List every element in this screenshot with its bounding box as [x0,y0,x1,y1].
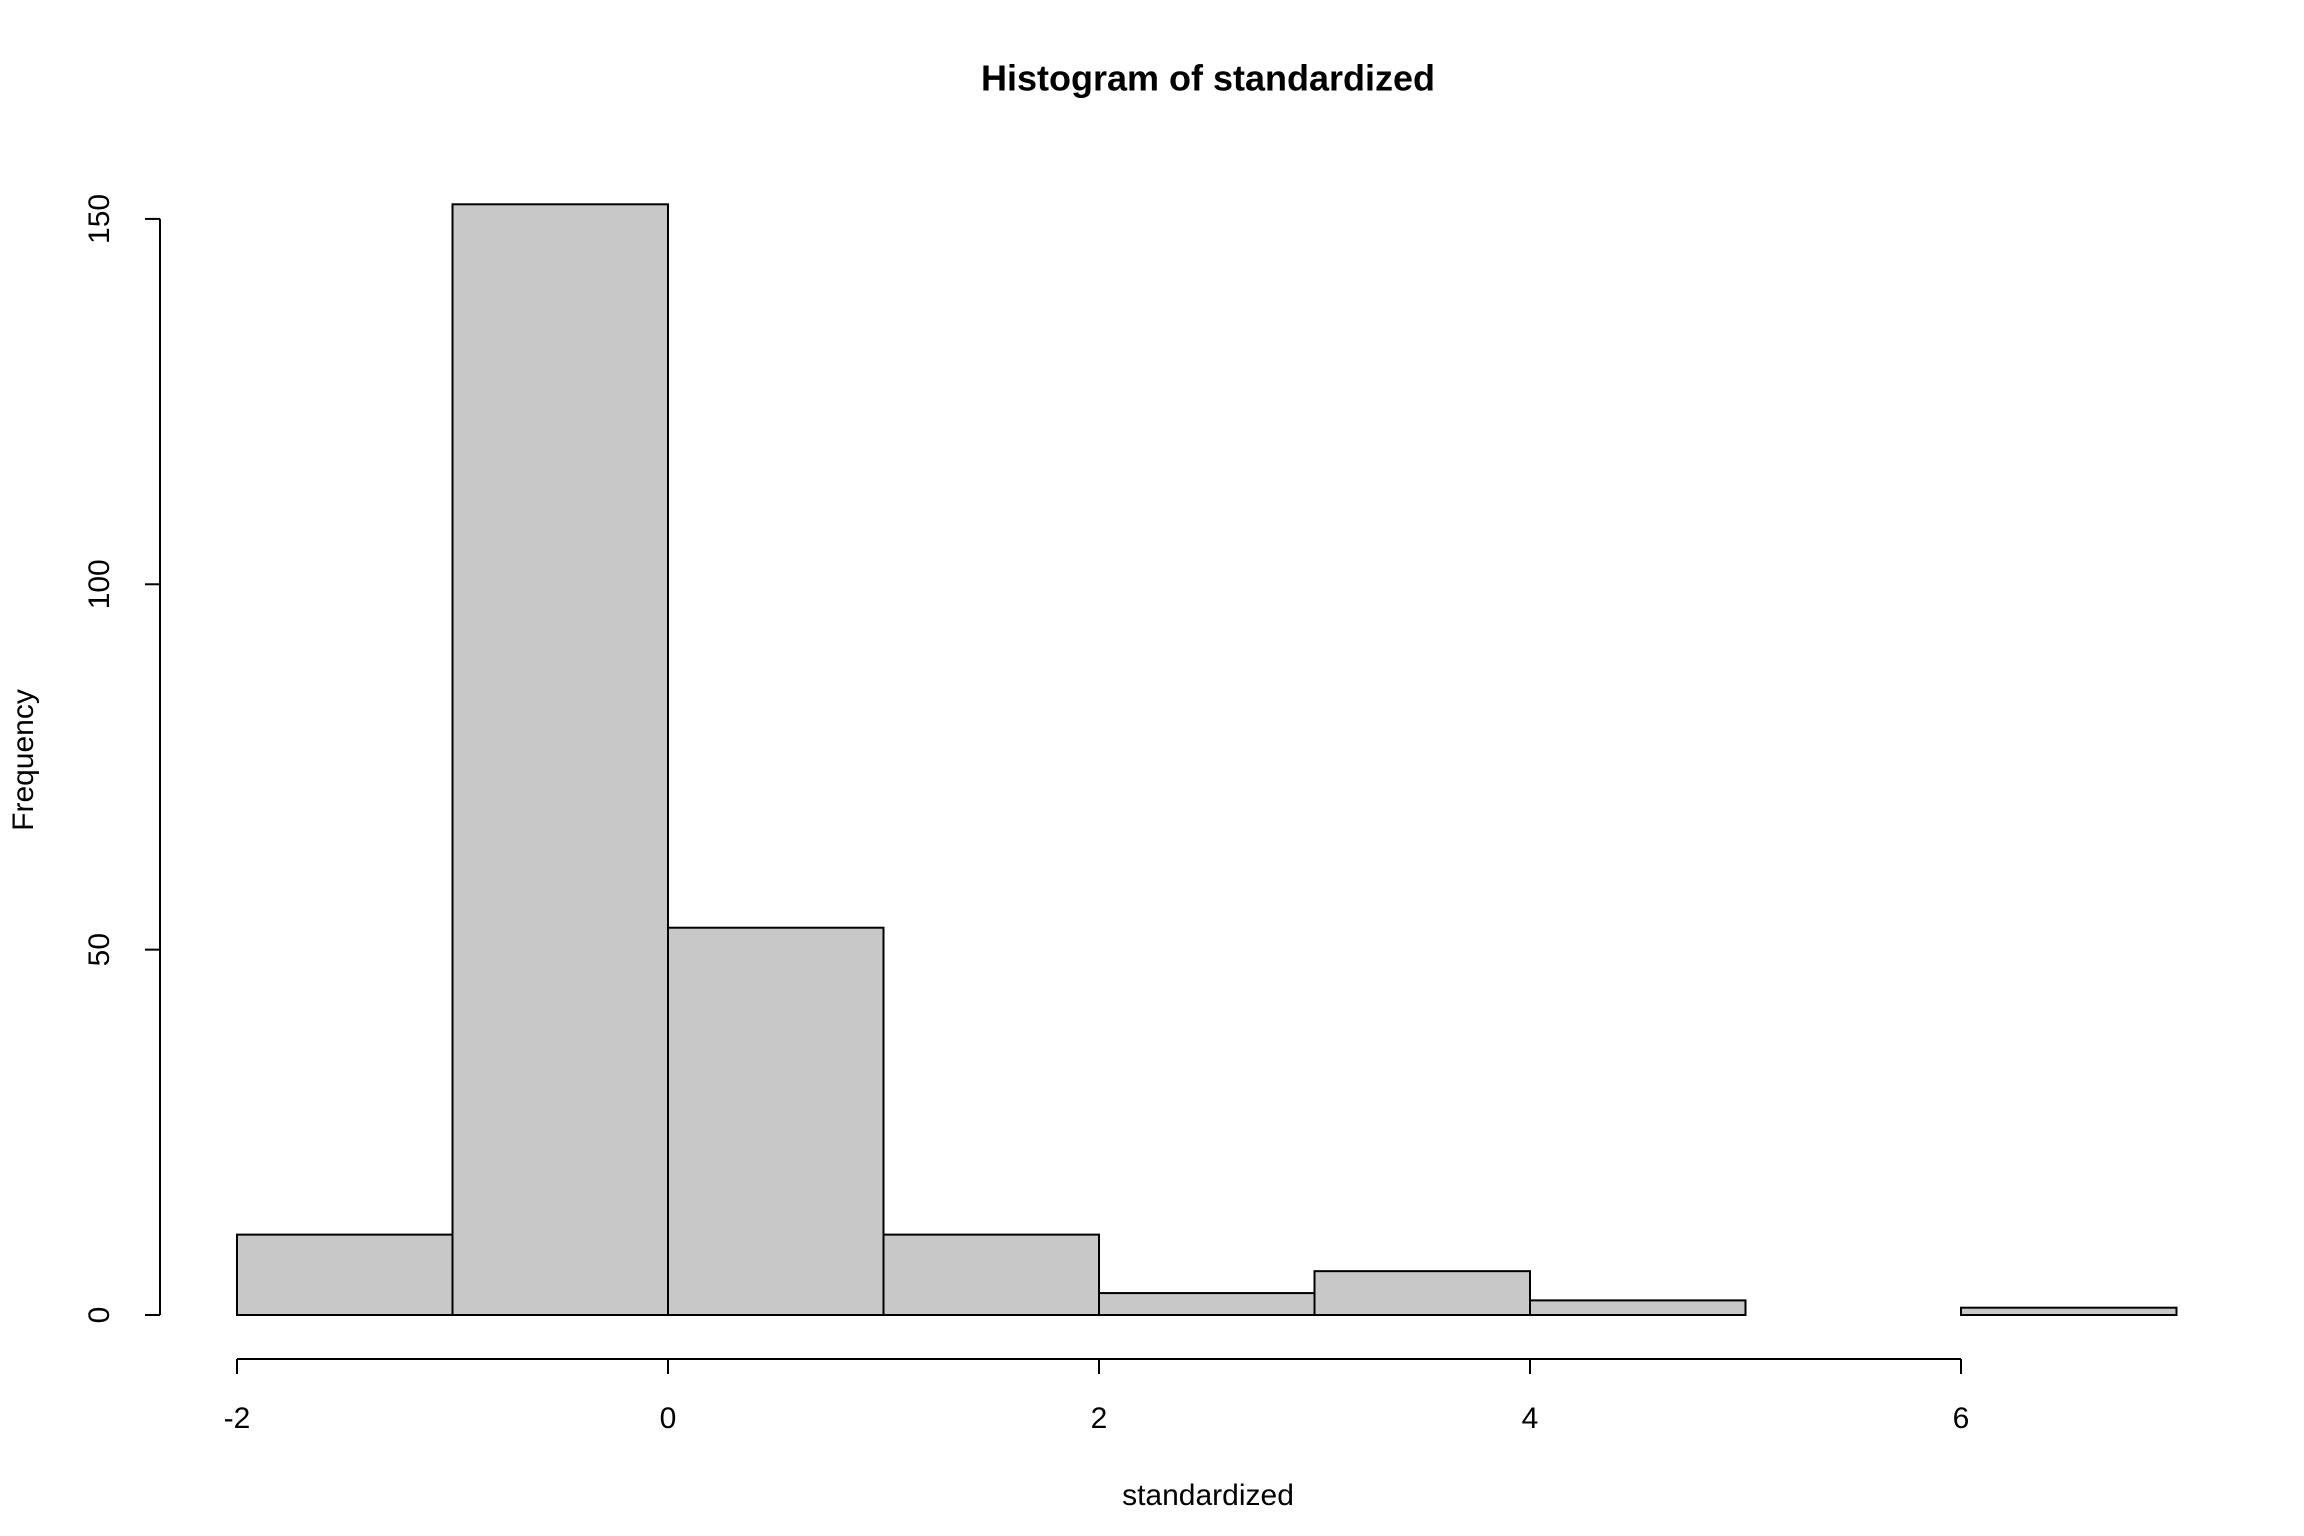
y-tick-label: 100 [83,559,116,609]
y-axis-label: Frequency [7,689,40,831]
bar [1529,1299,1747,1316]
bar [882,1233,1100,1316]
bar [451,203,669,1316]
bar [1960,1306,2178,1316]
bar [1098,1292,1316,1316]
y-tick-label: 0 [83,1307,116,1324]
y-tick-label: 50 [83,933,116,966]
x-tick-label: 4 [1522,1402,1539,1435]
y-tick-label: 150 [83,194,116,244]
x-tick-label: 2 [1091,1402,1108,1435]
x-axis-label: standardized [1122,1479,1294,1512]
x-tick-label: 6 [1953,1402,1970,1435]
chart-title: Histogram of standardized [981,58,1435,99]
x-tick-label: -2 [224,1402,251,1435]
x-tick-label: 0 [660,1402,677,1435]
bar [1313,1270,1531,1317]
bar [667,926,885,1316]
bar [236,1233,454,1316]
